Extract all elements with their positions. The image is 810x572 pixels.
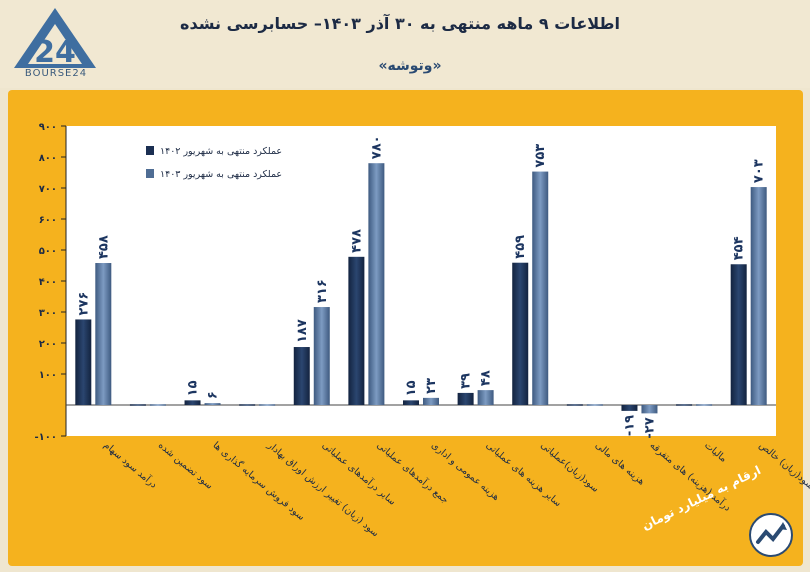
page-subtitle: «وتوشه» [378, 58, 442, 74]
y-tick-label: ۹۰۰ [39, 122, 57, 133]
bar-1403-1 [149, 404, 166, 406]
bar-1403-8 [532, 171, 549, 405]
bar-1403-2 [204, 403, 221, 405]
x-tick-label: درآمد سود سهام [101, 438, 160, 490]
x-tick-label: مالیات [702, 440, 729, 465]
bar-1402-8 [512, 262, 529, 405]
bar-1402-11 [676, 404, 693, 406]
bar-1402-12 [730, 264, 747, 405]
data-label: ۴۷۸ [349, 229, 364, 253]
bar-1403-9 [586, 404, 603, 406]
bar-1402-0 [75, 319, 92, 405]
bar-1402-6 [403, 400, 419, 405]
data-label: ۲۳ [424, 378, 439, 394]
data-label: ۴۵۹ [513, 235, 528, 259]
y-tick-label: ۶۰۰ [39, 215, 57, 226]
legend-entry-0: عملکرد منتهی به شهریور ۱۴۰۲ [160, 146, 282, 157]
data-label: ۱۵ [186, 380, 201, 396]
data-label: ۱۵ [404, 380, 419, 396]
plot-area [66, 126, 776, 436]
y-tick-label: ۸۰۰ [39, 153, 57, 164]
x-tick-label: هزینه های مالی [593, 440, 647, 488]
legend-swatch-1 [146, 169, 154, 178]
y-tick-label: ۱۰۰ [39, 370, 57, 381]
data-label: -۲۷ [642, 417, 657, 438]
data-label: ۶ [206, 391, 221, 399]
bar-1403-11 [696, 404, 713, 406]
data-label: -۱۹ [622, 415, 637, 436]
bar-1403-12 [750, 187, 767, 405]
bar-1402-9 [566, 404, 583, 406]
bourse24-logo: 24 [14, 8, 96, 70]
data-label: ۱۸۷ [295, 319, 310, 343]
logo-text: BOURSE24 [24, 68, 88, 79]
data-label: ۴۵۸ [96, 235, 111, 259]
y-tick-label: ۵۰۰ [39, 246, 57, 257]
data-label: ۷۸۰ [369, 135, 384, 159]
y-tick-label: -۱۰۰ [35, 432, 57, 443]
bar-1402-7 [457, 392, 474, 405]
x-tick-label: سود فروش سرمایه گذاری ها [211, 439, 308, 523]
bar-1402-1 [129, 404, 146, 406]
bar-1403-10 [641, 405, 658, 414]
bar-1402-3 [239, 404, 256, 406]
header: 24 BOURSE24 اطلاعات ۹ ماهه منتهی به ۳۰ آ… [0, 0, 810, 88]
legend-entry-1: عملکرد منتهی به شهریور ۱۴۰۳ [160, 169, 282, 180]
y-tick-label: ۴۰۰ [39, 277, 57, 288]
x-tick-label: سود تضمین شده [156, 440, 215, 492]
data-label: ۴۸ [479, 370, 494, 386]
logo-number: 24 [34, 35, 76, 70]
legend-swatch-0 [146, 146, 154, 155]
bar-1403-0 [95, 263, 112, 405]
x-tick-label: سود (زیان) تغییر ارزش اوراق بهادار [264, 439, 380, 539]
bar-1403-6 [423, 397, 439, 405]
y-tick-label: ۲۰۰ [39, 339, 57, 350]
trend-logo-icon [749, 513, 793, 557]
bar-1402-4 [293, 347, 310, 405]
bar-1403-3 [259, 404, 276, 406]
bar-1403-4 [313, 307, 330, 405]
y-tick-label: ۷۰۰ [39, 184, 57, 195]
bar-1403-7 [477, 390, 494, 405]
data-label: ۳۱۶ [315, 279, 330, 303]
data-label: ۷۵۳ [533, 144, 548, 168]
bar-1402-10 [621, 405, 638, 411]
bar-1403-5 [368, 163, 385, 405]
bar-1402-2 [184, 400, 201, 405]
data-label: ۳۹ [459, 373, 474, 389]
data-label: ۷۰۳ [752, 159, 767, 183]
data-label: ۲۷۶ [76, 292, 91, 316]
x-tick-label: سود(زیان) خالص [757, 440, 810, 492]
y-tick-label: ۳۰۰ [39, 308, 57, 319]
data-label: ۴۵۴ [732, 236, 747, 260]
bar-1402-5 [348, 256, 365, 405]
page-title: اطلاعات ۹ ماهه منتهی به ۳۰ آذر ۱۴۰۳– حسا… [180, 14, 620, 33]
